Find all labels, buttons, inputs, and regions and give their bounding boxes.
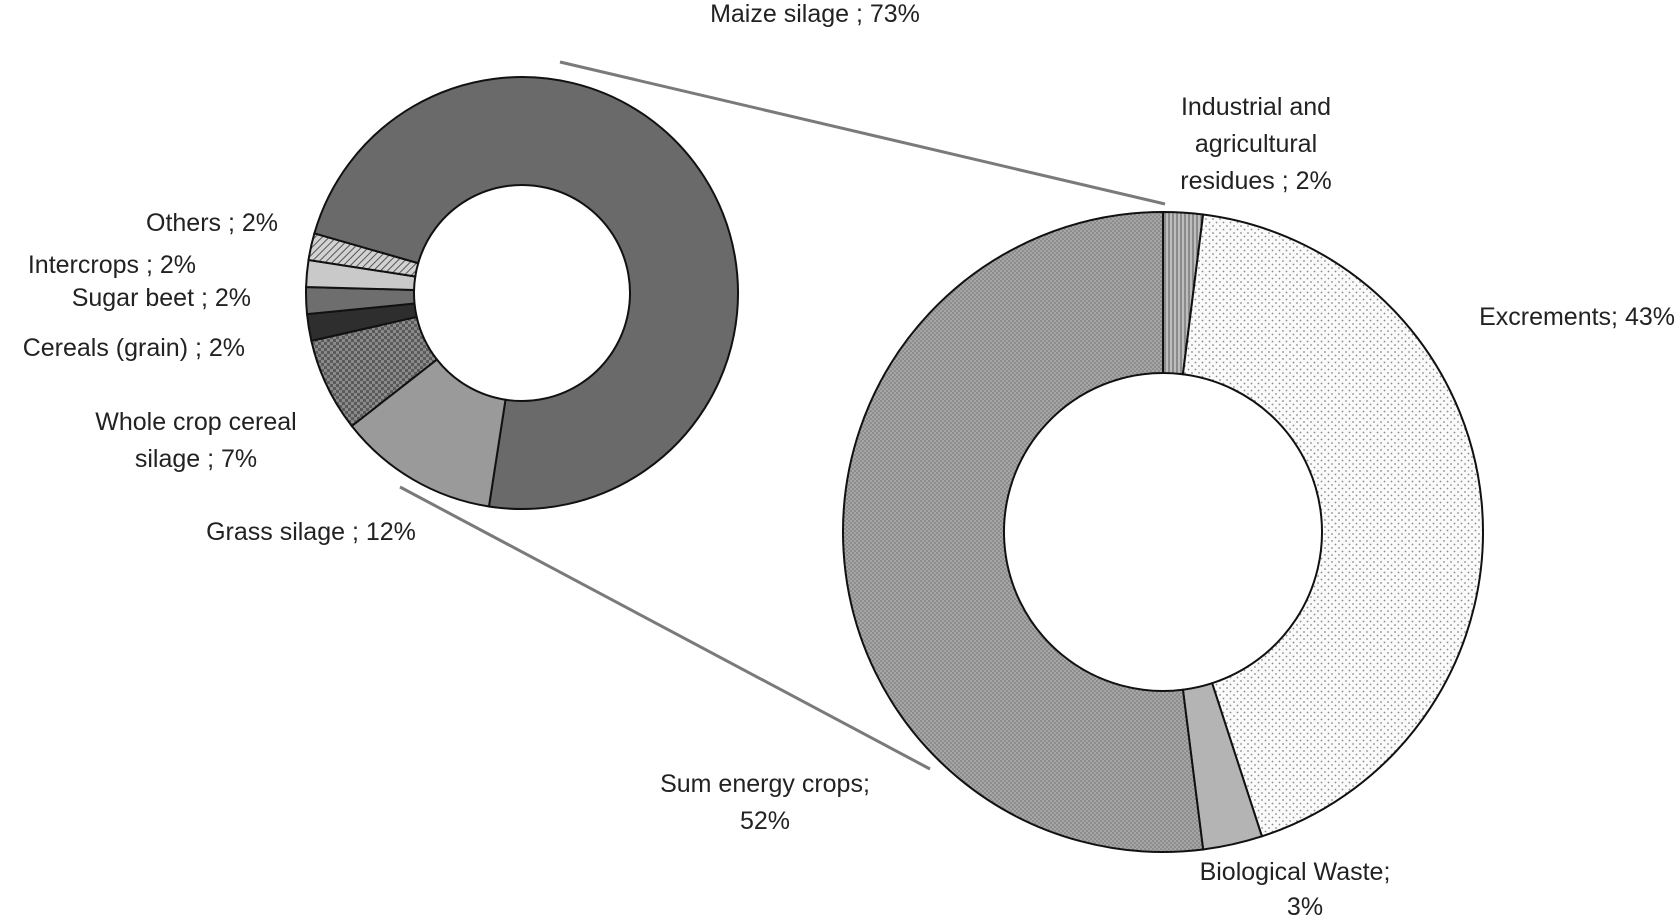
slice-maize-silage bbox=[313, 76, 739, 510]
connector-line-top bbox=[559, 60, 1166, 206]
label-sum-energy-crops-line1: Sum energy crops; bbox=[660, 770, 870, 798]
label-maize-silage: Maize silage ; 73% bbox=[710, 0, 920, 28]
label-grass-silage: Grass silage ; 12% bbox=[206, 518, 416, 546]
label-whole-crop-cereal-line2: silage ; 7% bbox=[135, 445, 257, 473]
slice-others bbox=[307, 232, 420, 278]
label-biological-waste-line2: 3% bbox=[1287, 893, 1323, 918]
label-industrial-line3: residues ; 2% bbox=[1180, 167, 1331, 195]
donut-feedstock-total bbox=[842, 210, 1485, 853]
connector-line-bottom bbox=[399, 485, 931, 771]
label-sum-energy-crops-line2: 52% bbox=[740, 807, 790, 835]
label-whole-crop-cereal-line1: Whole crop cereal bbox=[95, 408, 296, 436]
label-sugar-beet: Sugar beet ; 2% bbox=[72, 284, 251, 312]
label-cereals-grain: Cereals (grain) ; 2% bbox=[23, 334, 245, 362]
donut-energy-crops bbox=[305, 76, 739, 510]
label-industrial-line2: agricultural bbox=[1195, 130, 1317, 158]
label-intercrops: Intercrops ; 2% bbox=[28, 251, 196, 279]
slice-sum-energy-crops bbox=[842, 210, 1205, 853]
label-industrial-line1: Industrial and bbox=[1181, 93, 1331, 121]
slice-excrements bbox=[1181, 213, 1485, 838]
label-others: Others ; 2% bbox=[146, 209, 278, 237]
label-biological-waste-line1: Biological Waste; bbox=[1200, 858, 1391, 886]
label-excrements: Excrements; 43% bbox=[1479, 303, 1675, 331]
